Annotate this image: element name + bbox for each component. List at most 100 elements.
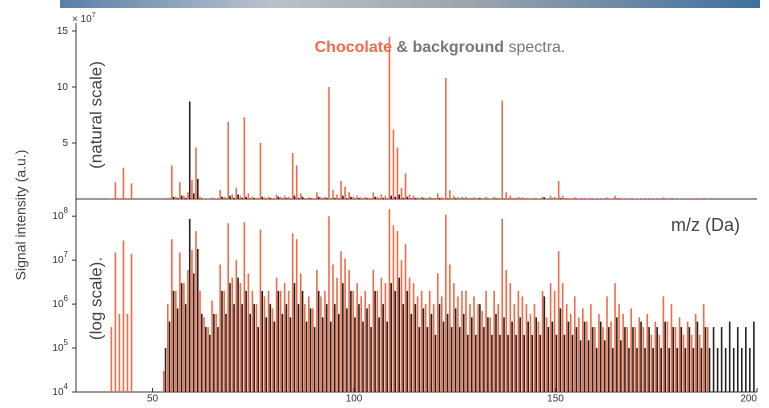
peak (264, 197, 266, 199)
peak (495, 314, 497, 392)
peak (240, 196, 242, 199)
peak (278, 291, 280, 392)
peak (409, 195, 411, 199)
peak (463, 198, 465, 199)
peak (550, 283, 552, 392)
peak (602, 327, 604, 392)
peak (393, 225, 395, 392)
y-axis-label: Signal intensity (a.u.) (13, 150, 29, 281)
peak (660, 348, 662, 392)
peak (318, 291, 320, 392)
peak (505, 192, 507, 199)
peak (296, 239, 298, 392)
x-tick-label: 150 (547, 394, 564, 403)
title-chocolate: Chocolate (315, 39, 392, 56)
peak (296, 165, 298, 199)
peak (405, 244, 407, 392)
peak (610, 322, 612, 392)
peak (223, 291, 225, 392)
peak (644, 348, 646, 392)
y-tick-base: 5 (62, 138, 68, 149)
peak (368, 304, 370, 392)
peak (171, 165, 173, 199)
peak (286, 198, 288, 199)
y-tick-label: 10 (57, 82, 69, 93)
peak (423, 198, 425, 199)
peak (179, 252, 181, 392)
peak (634, 327, 636, 392)
peak (493, 197, 495, 199)
peak (241, 198, 243, 199)
peak (443, 322, 445, 392)
peak (385, 196, 387, 199)
peak (290, 317, 292, 392)
peak (276, 195, 278, 199)
peak (328, 216, 330, 392)
peak (185, 198, 187, 199)
peak (479, 198, 481, 199)
peak (548, 327, 550, 392)
peak (252, 197, 254, 199)
peak (679, 317, 681, 392)
peak (425, 304, 427, 392)
peak (564, 335, 566, 392)
peak (481, 198, 483, 199)
peak (616, 198, 618, 199)
peak (519, 317, 521, 392)
x-tick-label: 100 (346, 394, 363, 403)
peak (350, 291, 352, 392)
peak (223, 197, 225, 199)
peak (119, 198, 121, 199)
peak (175, 291, 177, 392)
peak (364, 197, 366, 199)
peak (312, 308, 314, 392)
peak (638, 198, 640, 199)
peak (322, 198, 324, 199)
peak (171, 239, 173, 392)
peak (332, 264, 334, 392)
peak (707, 327, 709, 392)
peak (572, 335, 574, 392)
peak (364, 291, 366, 392)
peak (531, 335, 533, 392)
peak (503, 198, 505, 199)
peak (393, 130, 395, 199)
y-tick-label: 106 (52, 294, 68, 310)
peak (201, 198, 203, 199)
peak (592, 327, 594, 392)
peak (372, 270, 374, 392)
peak (378, 198, 380, 199)
peak (350, 197, 352, 199)
peak (248, 273, 250, 392)
peak (648, 327, 650, 392)
peak (221, 197, 223, 199)
peak (274, 322, 276, 392)
chart-title: Chocolate & background spectra. (315, 39, 566, 56)
peak (282, 314, 284, 392)
peak (675, 327, 677, 392)
y-tick-base: 10 (52, 343, 64, 354)
peak (546, 198, 548, 199)
peak (352, 291, 354, 392)
peak (169, 322, 171, 392)
peak (233, 304, 235, 392)
y-tick-label: 107 (52, 250, 68, 266)
peak (421, 291, 423, 392)
peak (503, 317, 505, 392)
peak (268, 291, 270, 392)
peak (203, 317, 205, 392)
peak (398, 278, 400, 392)
peak (389, 209, 391, 392)
peak (215, 314, 217, 392)
peak (386, 322, 388, 392)
y-tick-base: 10 (52, 211, 64, 222)
peak (362, 322, 364, 392)
peak (487, 317, 489, 392)
peak (260, 143, 262, 199)
peak (487, 198, 489, 199)
peak (187, 192, 189, 199)
peak (433, 304, 435, 392)
peak (489, 198, 491, 199)
peak (439, 198, 441, 199)
peak (217, 327, 219, 392)
